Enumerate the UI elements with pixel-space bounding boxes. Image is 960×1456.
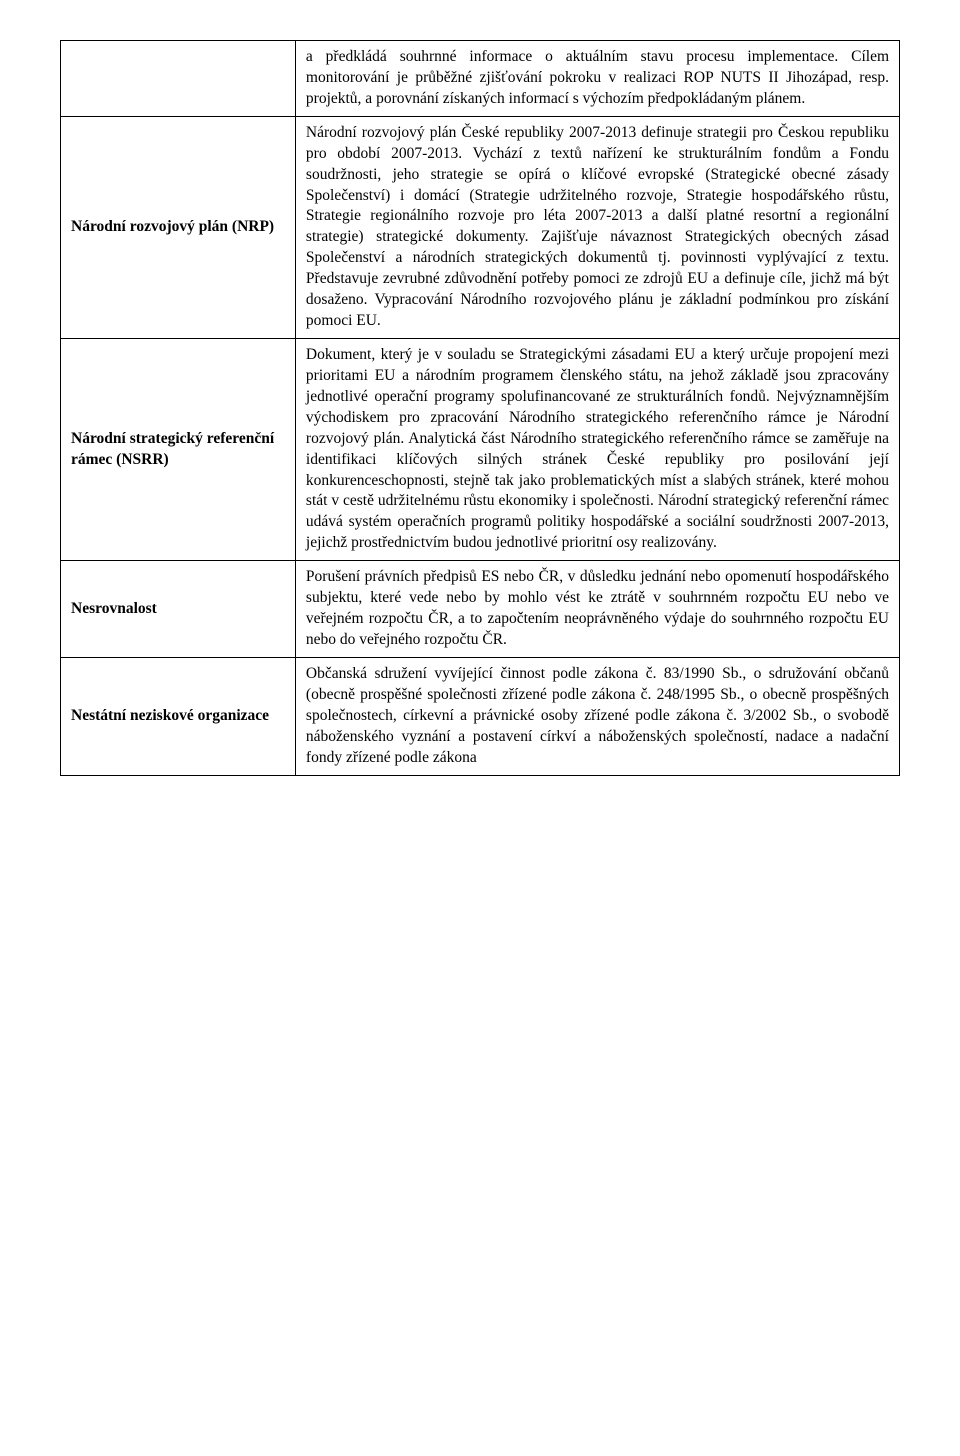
table-row: a předkládá souhrnné informace o aktuáln…	[61, 41, 900, 117]
table-row: Národní strategický referenční rámec (NS…	[61, 338, 900, 560]
table-row: Nesrovnalost Porušení právních předpisů …	[61, 561, 900, 658]
glossary-table-body: a předkládá souhrnné informace o aktuáln…	[61, 41, 900, 776]
table-row: Nestátní neziskové organizace Občanská s…	[61, 657, 900, 775]
definition-cell: Dokument, který je v souladu se Strategi…	[295, 338, 899, 560]
term-cell: Nestátní neziskové organizace	[61, 657, 296, 775]
table-row: Národní rozvojový plán (NRP) Národní roz…	[61, 116, 900, 338]
definition-cell: Porušení právních předpisů ES nebo ČR, v…	[295, 561, 899, 658]
term-cell: Nesrovnalost	[61, 561, 296, 658]
term-cell: Národní rozvojový plán (NRP)	[61, 116, 296, 338]
definition-cell: a předkládá souhrnné informace o aktuáln…	[295, 41, 899, 117]
definition-cell: Občanská sdružení vyvíjející činnost pod…	[295, 657, 899, 775]
definition-cell: Národní rozvojový plán České republiky 2…	[295, 116, 899, 338]
term-cell: Národní strategický referenční rámec (NS…	[61, 338, 296, 560]
glossary-table: a předkládá souhrnné informace o aktuáln…	[60, 40, 900, 776]
term-cell	[61, 41, 296, 117]
